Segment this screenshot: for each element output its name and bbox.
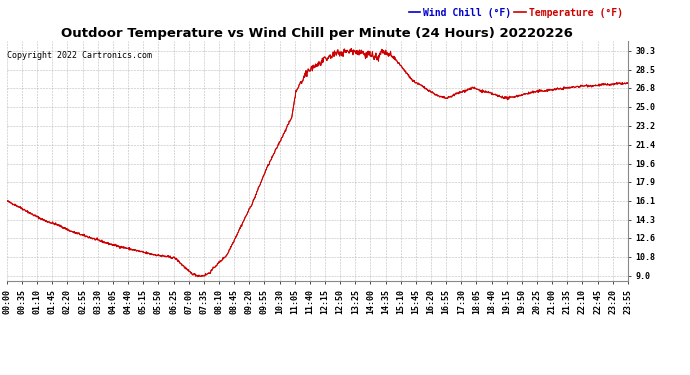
- Text: Copyright 2022 Cartronics.com: Copyright 2022 Cartronics.com: [7, 51, 152, 60]
- Legend: Wind Chill (°F), Temperature (°F): Wind Chill (°F), Temperature (°F): [409, 8, 623, 18]
- Title: Outdoor Temperature vs Wind Chill per Minute (24 Hours) 20220226: Outdoor Temperature vs Wind Chill per Mi…: [61, 27, 573, 40]
